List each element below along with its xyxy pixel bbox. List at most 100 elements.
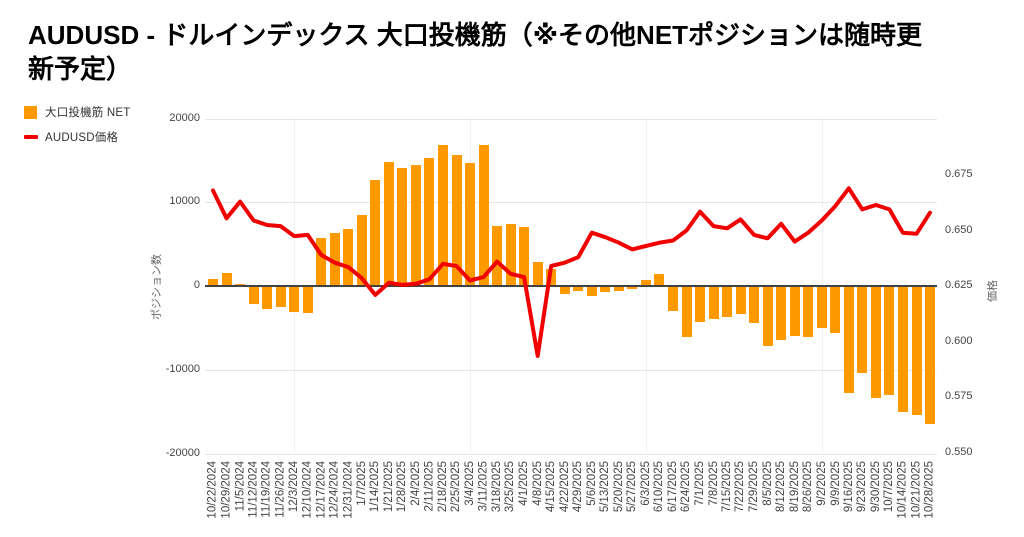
net-bar[interactable] (762, 286, 773, 346)
x-tick-label: 11/26/2024 (274, 461, 287, 518)
legend-item-price[interactable]: AUDUSD価格 (24, 130, 131, 144)
net-bar[interactable] (532, 261, 543, 286)
net-bar[interactable] (613, 286, 624, 291)
net-bar[interactable] (383, 162, 394, 286)
y-tick-label-left: -20000 (165, 446, 200, 459)
net-bar[interactable] (654, 274, 665, 286)
y-tick-label-left: -10000 (165, 362, 200, 375)
x-tick-label: 10/14/2025 (896, 461, 909, 519)
net-bar[interactable] (208, 278, 218, 286)
chart-title-line2: 新予定） (28, 54, 133, 84)
net-bar[interactable] (708, 286, 719, 320)
x-tick-label: 4/1/2025 (518, 461, 531, 506)
net-bar[interactable] (884, 286, 895, 395)
net-bar[interactable] (289, 286, 300, 312)
x-tick-label: 10/7/2025 (883, 461, 896, 513)
x-tick-label: 10/29/2024 (220, 461, 233, 519)
x-tick-label: 3/25/2025 (504, 461, 517, 513)
x-tick-label: 7/15/2025 (721, 461, 734, 513)
x-tick-label: 2/11/2025 (423, 461, 436, 512)
net-bar[interactable] (776, 286, 787, 340)
x-tick-label: 1/14/2025 (369, 461, 382, 513)
net-bar[interactable] (735, 286, 746, 315)
net-bar[interactable] (343, 229, 354, 286)
y-tick-label-right: 0.600 (945, 334, 973, 347)
x-tick-label: 3/11/2025 (477, 461, 490, 512)
net-bar[interactable] (911, 286, 922, 415)
net-bar[interactable] (816, 286, 827, 329)
x-tick-label: 4/29/2025 (572, 461, 585, 513)
net-bar[interactable] (248, 286, 259, 305)
net-bar[interactable] (356, 215, 367, 286)
x-tick-label: 10/22/2024 (207, 461, 219, 519)
y-tick-label-left: 0 (193, 279, 200, 291)
net-bar[interactable] (221, 272, 232, 286)
net-bar[interactable] (410, 164, 421, 286)
net-bar[interactable] (668, 286, 678, 312)
price-line[interactable] (211, 186, 932, 358)
x-tick-label: 12/17/2024 (315, 461, 328, 519)
y-tick-label-right: 0.675 (945, 168, 973, 180)
net-bar[interactable] (925, 286, 935, 425)
x-tick-label: 10/21/2025 (910, 461, 923, 519)
y-tick-label-right: 0.625 (945, 279, 973, 291)
x-tick-label: 5/27/2025 (626, 461, 639, 513)
net-bar[interactable] (803, 286, 814, 337)
price-series-swatch (24, 135, 38, 139)
net-bar[interactable] (789, 286, 800, 336)
legend-label-net: 大口投機筋 NET (45, 107, 131, 119)
net-bar[interactable] (492, 226, 503, 286)
y-tick-label-right: 0.650 (945, 223, 973, 236)
x-tick-label: 1/7/2025 (355, 461, 368, 506)
net-bar[interactable] (316, 238, 327, 286)
x-tick-label: 7/22/2025 (734, 461, 747, 513)
x-tick-label: 1/21/2025 (382, 461, 395, 513)
y-tick-label-left: 20000 (169, 111, 200, 124)
net-bar[interactable] (640, 280, 651, 286)
x-tick-label: 5/13/2025 (599, 461, 612, 513)
net-bar[interactable] (627, 286, 638, 290)
net-bar[interactable] (830, 286, 841, 333)
net-bar[interactable] (370, 180, 381, 286)
net-series-swatch (24, 105, 37, 119)
net-bar[interactable] (843, 286, 854, 394)
x-tick-label: 5/20/2025 (612, 461, 625, 513)
legend: 大口投機筋 NET AUDUSD価格 (24, 105, 131, 155)
legend-item-net[interactable]: 大口投機筋 NET (24, 105, 131, 119)
net-bar[interactable] (749, 286, 760, 323)
net-bar[interactable] (559, 286, 570, 294)
net-bar[interactable] (519, 227, 530, 286)
net-bar[interactable] (681, 286, 692, 337)
x-tick-label: 8/5/2025 (761, 461, 774, 506)
net-bar[interactable] (478, 144, 489, 286)
net-bar[interactable] (451, 154, 462, 286)
net-bar[interactable] (870, 286, 881, 399)
net-bar[interactable] (600, 286, 611, 293)
legend-label-price: AUDUSD価格 (45, 132, 119, 144)
net-bar[interactable] (897, 286, 908, 412)
net-bar[interactable] (438, 145, 448, 286)
x-tick-label: 11/12/2024 (247, 461, 260, 518)
x-tick-label: 2/4/2025 (409, 461, 422, 506)
net-bar[interactable] (397, 167, 408, 286)
chart-title: AUDUSD - ドルインデックス 大口投機筋（※その他NETポジションは随時更… (28, 18, 1003, 86)
net-bar[interactable] (329, 232, 340, 286)
net-bar[interactable] (262, 286, 273, 309)
net-bar[interactable] (857, 286, 868, 373)
x-tick-label: 5/6/2025 (585, 461, 598, 506)
x-tick-label: 1/28/2025 (396, 461, 409, 513)
net-bar[interactable] (695, 286, 705, 322)
net-bar[interactable] (722, 286, 733, 317)
net-bar[interactable] (275, 286, 286, 308)
net-bar[interactable] (586, 286, 597, 297)
net-bar[interactable] (505, 223, 516, 286)
x-tick-label: 7/29/2025 (748, 461, 761, 513)
x-tick-label: 12/31/2024 (342, 461, 355, 519)
net-bar[interactable] (424, 157, 435, 286)
net-bar[interactable] (573, 286, 584, 292)
x-tick-label: 11/19/2024 (261, 461, 274, 518)
net-bar[interactable] (465, 162, 475, 286)
x-tick-label: 8/19/2025 (788, 461, 801, 513)
net-bar[interactable] (302, 286, 313, 314)
